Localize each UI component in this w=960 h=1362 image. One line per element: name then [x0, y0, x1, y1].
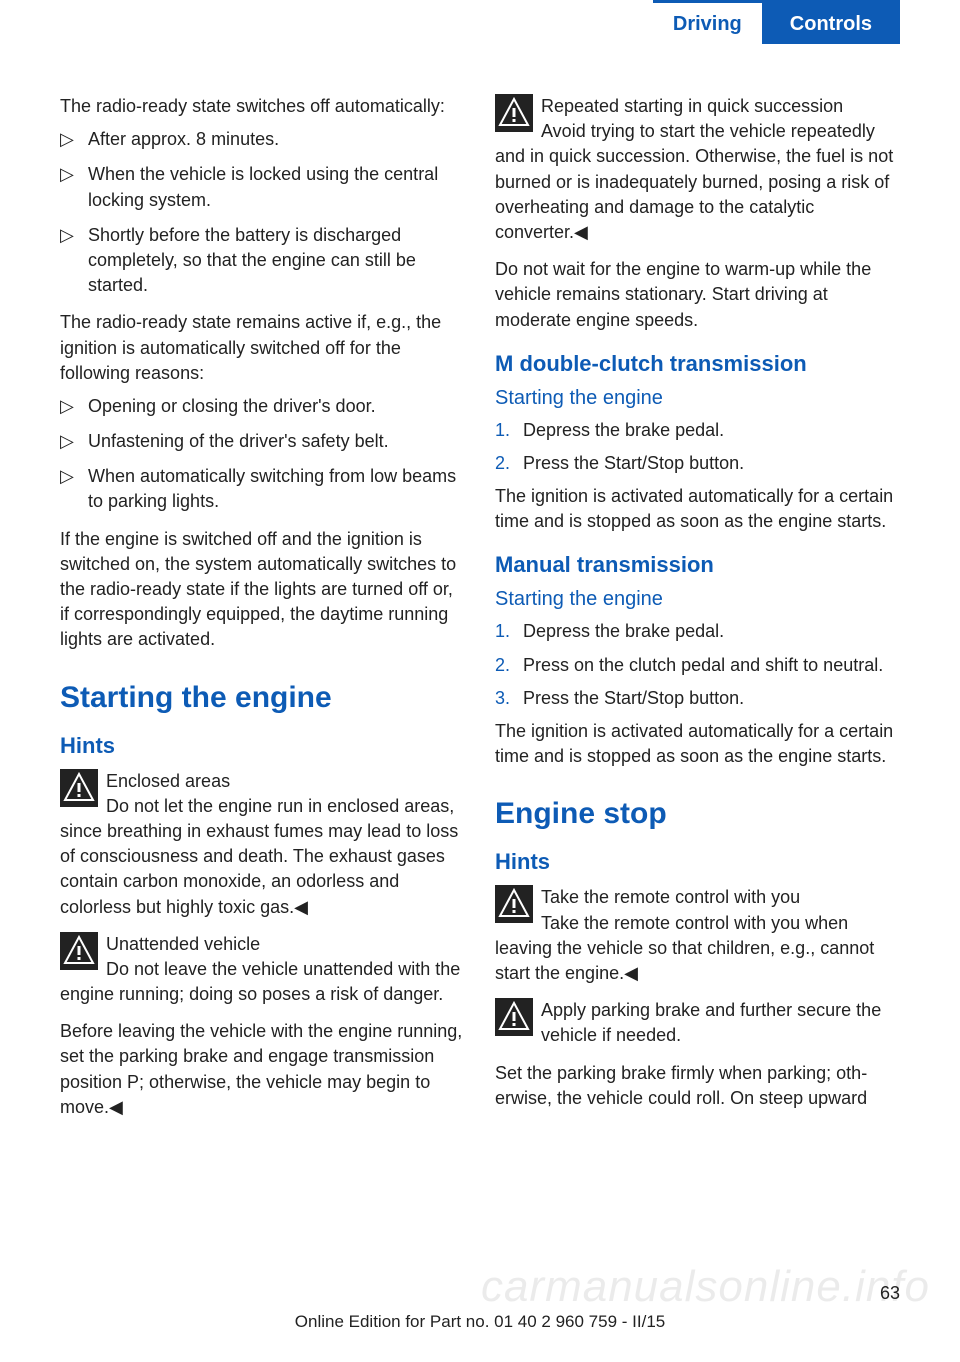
heading-3: Starting the engine	[495, 588, 900, 611]
heading-2: Manual transmission	[495, 552, 900, 578]
warning-body: Avoid trying to start the vehicle repeat…	[495, 119, 900, 245]
list-text: After approx. 8 minutes.	[88, 127, 279, 152]
warning-title: Take the remote control with you	[495, 885, 900, 910]
list-text: Depress the brake pedal.	[523, 418, 724, 443]
list-item: 1.Depress the brake pedal.	[495, 418, 900, 443]
list-item: ▷Opening or closing the driver's door.	[60, 394, 465, 419]
list-text: Opening or closing the driver's door.	[88, 394, 376, 419]
list-number: 2.	[495, 653, 523, 678]
list-number: 3.	[495, 686, 523, 711]
list-number: 1.	[495, 418, 523, 443]
warning-body: Do not leave the vehicle unattended with…	[60, 957, 465, 1007]
list-item: 2.Press the Start/Stop button.	[495, 451, 900, 476]
bullet-icon: ▷	[60, 394, 88, 419]
warning-icon	[60, 932, 98, 970]
heading-3: Starting the engine	[495, 387, 900, 410]
warning-icon	[495, 998, 533, 1036]
body-text: Set the parking brake firmly when parkin…	[495, 1061, 900, 1111]
body-text: The ignition is activated automatically …	[495, 484, 900, 534]
tab-controls: Controls	[762, 0, 900, 44]
content: The radio-ready state switches off autom…	[0, 94, 960, 1128]
list-text: Unfastening of the driver's safety belt.	[88, 429, 389, 454]
list-text: Press on the clutch pedal and shift to n…	[523, 653, 883, 678]
body-text: The radio-ready state switches off autom…	[60, 94, 465, 119]
bullet-list: ▷After approx. 8 minutes. ▷When the vehi…	[60, 127, 465, 298]
bullet-icon: ▷	[60, 429, 88, 454]
list-item: ▷Unfastening of the driver's safety belt…	[60, 429, 465, 454]
list-number: 1.	[495, 619, 523, 644]
list-text: Depress the brake pedal.	[523, 619, 724, 644]
list-text: When the vehicle is locked using the cen…	[88, 162, 465, 212]
bullet-icon: ▷	[60, 162, 88, 212]
list-item: 2.Press on the clutch pedal and shift to…	[495, 653, 900, 678]
warning-title: Enclosed areas	[60, 769, 465, 794]
warning-title: Apply parking brake and further secure t…	[495, 998, 900, 1048]
tab-driving: Driving	[653, 0, 762, 44]
bullet-list: ▷Opening or closing the driver's door. ▷…	[60, 394, 465, 515]
warning-icon	[495, 885, 533, 923]
warning-block: Take the remote control with you Take th…	[495, 885, 900, 986]
list-text: Press the Start/Stop button.	[523, 686, 744, 711]
right-column: Repeated starting in quick succession Av…	[495, 94, 900, 1128]
left-column: The radio-ready state switches off autom…	[60, 94, 465, 1128]
list-item: 3.Press the Start/Stop button.	[495, 686, 900, 711]
warning-block: Enclosed areas Do not let the engine run…	[60, 769, 465, 920]
heading-2: Hints	[60, 733, 465, 759]
page-number: 63	[880, 1283, 900, 1304]
warning-title: Unattended vehicle	[60, 932, 465, 957]
warning-title: Repeated starting in quick succession	[495, 94, 900, 119]
warning-body: Do not let the engine run in enclosed ar…	[60, 794, 465, 920]
list-item: ▷When automatically switching from low b…	[60, 464, 465, 514]
warning-block: Unattended vehicle Do not leave the vehi…	[60, 932, 465, 1008]
list-text: When automatically switching from low be…	[88, 464, 465, 514]
bullet-icon: ▷	[60, 223, 88, 299]
warning-icon	[60, 769, 98, 807]
heading-2: Hints	[495, 849, 900, 875]
body-text: If the engine is switched off and the ig…	[60, 527, 465, 653]
header-tabs: Driving Controls	[653, 0, 900, 44]
warning-body: Take the remote control with you when le…	[495, 911, 900, 987]
bullet-icon: ▷	[60, 127, 88, 152]
list-text: Press the Start/Stop button.	[523, 451, 744, 476]
watermark: carmanualsonline.info	[481, 1262, 930, 1312]
list-text: Shortly before the battery is discharged…	[88, 223, 465, 299]
list-item: ▷After approx. 8 minutes.	[60, 127, 465, 152]
bullet-icon: ▷	[60, 464, 88, 514]
list-item: 1.Depress the brake pedal.	[495, 619, 900, 644]
warning-block: Repeated starting in quick succession Av…	[495, 94, 900, 245]
body-text: Before leaving the vehicle with the engi…	[60, 1019, 465, 1120]
warning-block: Apply parking brake and further secure t…	[495, 998, 900, 1048]
body-text: The radio-ready state remains active if,…	[60, 310, 465, 386]
heading-1: Starting the engine	[60, 681, 465, 715]
list-item: ▷When the vehicle is locked using the ce…	[60, 162, 465, 212]
heading-2: M double-clutch transmission	[495, 351, 900, 377]
heading-1: Engine stop	[495, 797, 900, 831]
warning-icon	[495, 94, 533, 132]
list-number: 2.	[495, 451, 523, 476]
footer-line: Online Edition for Part no. 01 40 2 960 …	[0, 1312, 960, 1332]
body-text: Do not wait for the engine to warm-up wh…	[495, 257, 900, 333]
page-header: Driving Controls	[0, 0, 960, 44]
body-text: The ignition is activated automatically …	[495, 719, 900, 769]
list-item: ▷Shortly before the battery is discharge…	[60, 223, 465, 299]
